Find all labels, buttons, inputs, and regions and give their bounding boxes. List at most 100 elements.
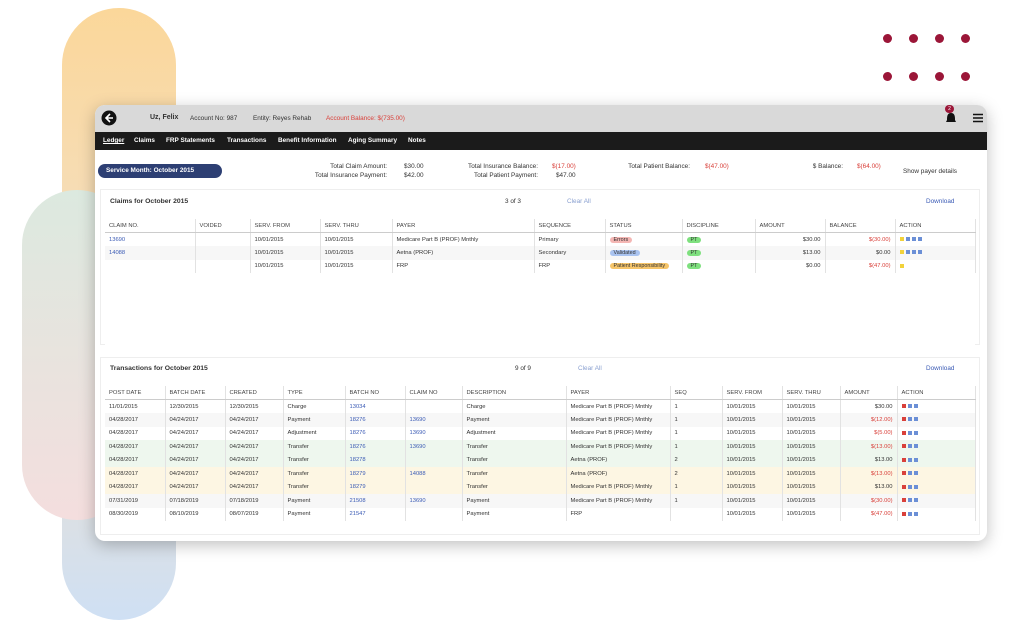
column-header[interactable]: BATCH NO: [345, 386, 406, 400]
action-icon[interactable]: [899, 236, 904, 241]
action-icon[interactable]: [917, 250, 922, 255]
column-header[interactable]: PAYER: [566, 386, 671, 400]
action-icon[interactable]: [913, 417, 918, 422]
download[interactable]: Download: [926, 198, 955, 205]
nav-tab[interactable]: Claims: [134, 137, 155, 144]
action-icon[interactable]: [907, 471, 912, 476]
action-icon[interactable]: [913, 403, 918, 408]
action-icon[interactable]: [901, 471, 906, 476]
action-icon[interactable]: [913, 471, 918, 476]
summary-value: $30.00: [404, 163, 424, 170]
column-header[interactable]: ACTION: [895, 219, 976, 233]
nav-tab[interactable]: Ledger: [103, 137, 125, 144]
column-header[interactable]: AMOUNT: [755, 219, 826, 233]
cell-text: 13690: [409, 443, 426, 450]
column-header[interactable]: SERV. THRU: [320, 219, 393, 233]
cell-text: $13.00: [802, 249, 821, 256]
column-header[interactable]: CREATED: [225, 386, 284, 400]
column-header[interactable]: SERV. FROM: [250, 219, 321, 233]
action-icon[interactable]: [907, 484, 912, 489]
column-header[interactable]: BATCH DATE: [165, 386, 226, 400]
action-icon[interactable]: [901, 417, 906, 422]
cell-text: $13.00: [874, 484, 893, 491]
action-icon[interactable]: [911, 236, 916, 241]
action-icon[interactable]: [907, 511, 912, 516]
nav-tab[interactable]: Notes: [408, 137, 426, 144]
column-header[interactable]: SERV. FROM: [722, 386, 783, 400]
action-icon[interactable]: [907, 498, 912, 503]
action-icon[interactable]: [901, 403, 906, 408]
action-icon[interactable]: [905, 236, 910, 241]
action-icon[interactable]: [913, 430, 918, 435]
action-icon[interactable]: [901, 430, 906, 435]
column-header[interactable]: ACTION: [897, 386, 976, 400]
cell-text: 04/24/2017: [169, 484, 199, 491]
table-row: 08/30/2019 08/10/2019 08/07/2019 Payment 215…: [105, 507, 976, 521]
action-icon[interactable]: [911, 250, 916, 255]
action-icon[interactable]: [907, 430, 912, 435]
cell-text: 10/01/2015: [786, 511, 816, 518]
nav-tab[interactable]: Aging Summary: [348, 137, 398, 144]
summary-value: $42.00: [404, 172, 424, 179]
action-icon[interactable]: [901, 484, 906, 489]
action-icon[interactable]: [913, 457, 918, 462]
clear-all[interactable]: Clear All: [567, 198, 591, 205]
nav-tab[interactable]: FRP Statements: [166, 137, 215, 144]
cell-text: $30.00: [802, 236, 821, 243]
column-header[interactable]: VOIDED: [195, 219, 251, 233]
action-icon[interactable]: [913, 444, 918, 449]
table-cell: Payment: [283, 494, 346, 508]
dot: [935, 72, 944, 81]
table-cell: 10/01/2015: [320, 232, 393, 246]
table-cell: 10/01/2015: [250, 259, 321, 273]
action-icon[interactable]: [907, 417, 912, 422]
table-cell: 13690: [405, 440, 463, 454]
action-icon[interactable]: [917, 236, 922, 241]
action-icon[interactable]: [899, 250, 904, 255]
action-icon[interactable]: [901, 444, 906, 449]
action-icon[interactable]: [899, 263, 904, 268]
action-cell: [897, 480, 976, 494]
action-icon[interactable]: [907, 403, 912, 408]
cell-text: 18278: [349, 457, 366, 464]
service-month[interactable]: Service Month: October 2015: [98, 164, 222, 178]
column-header[interactable]: SERV. THRU: [782, 386, 841, 400]
bell-icon[interactable]: [945, 111, 957, 125]
table-cell: 21508: [345, 494, 406, 508]
cell-text: 18276: [349, 443, 366, 450]
column-header[interactable]: PAYER: [392, 219, 535, 233]
action-icon[interactable]: [913, 484, 918, 489]
column-header[interactable]: CLAIM NO: [405, 386, 463, 400]
nav-tab[interactable]: Transactions: [227, 137, 267, 144]
column-header[interactable]: DESCRIPTION: [462, 386, 567, 400]
show-payer-details[interactable]: Show payer details: [903, 168, 957, 175]
table-cell: Aetna (PROF): [392, 246, 535, 260]
column-header[interactable]: BALANCE: [825, 219, 896, 233]
action-icon[interactable]: [907, 457, 912, 462]
action-cell: [897, 440, 976, 454]
cell-text: Payment: [466, 497, 490, 504]
action-icon[interactable]: [905, 250, 910, 255]
action-icon[interactable]: [913, 511, 918, 516]
action-icon[interactable]: [901, 498, 906, 503]
action-icon[interactable]: [901, 457, 906, 462]
menu-icon[interactable]: [973, 113, 983, 123]
column-header[interactable]: TYPE: [283, 386, 346, 400]
action-icon[interactable]: [907, 444, 912, 449]
back-button[interactable]: [101, 110, 117, 126]
download[interactable]: Download: [926, 365, 955, 372]
action-icon[interactable]: [913, 498, 918, 503]
column-header[interactable]: SEQ: [670, 386, 723, 400]
column-header[interactable]: STATUS: [605, 219, 683, 233]
column-header[interactable]: AMOUNT: [840, 386, 898, 400]
column-header[interactable]: POST DATE: [105, 386, 166, 400]
nav-tab[interactable]: Benefit Information: [278, 137, 337, 144]
status-badge: Errors: [609, 236, 633, 243]
table-cell: [105, 300, 975, 314]
column-header[interactable]: CLAIM NO.: [105, 219, 196, 233]
cell-text: 04/24/2017: [229, 457, 259, 464]
clear-all[interactable]: Clear All: [578, 365, 602, 372]
action-icon[interactable]: [901, 511, 906, 516]
column-header[interactable]: SEQUENCE: [534, 219, 606, 233]
column-header[interactable]: DISCIPLINE: [682, 219, 756, 233]
